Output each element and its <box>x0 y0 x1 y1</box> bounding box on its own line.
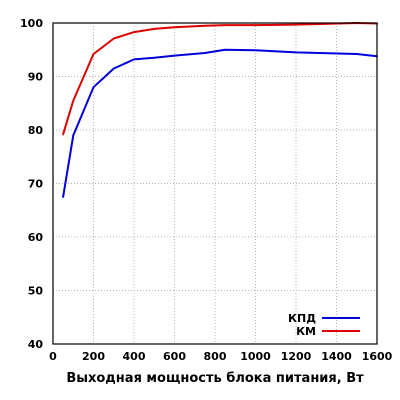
legend-label-2: КМ <box>296 325 316 338</box>
x-tick-label: 1000 <box>240 350 271 363</box>
x-tick-label: 600 <box>163 350 186 363</box>
legend-label-1: КПД <box>288 312 316 325</box>
x-axis-title: Выходная мощность блока питания, Вт <box>66 371 364 386</box>
x-tick-label: 800 <box>204 350 227 363</box>
y-tick-label: 80 <box>28 124 44 137</box>
y-tick-label: 50 <box>28 285 44 298</box>
y-tick-label: 40 <box>28 338 44 351</box>
y-tick-label: 70 <box>28 178 44 191</box>
y-tick-label: 100 <box>20 17 43 30</box>
y-tick-label: 90 <box>28 71 44 84</box>
x-tick-label: 1200 <box>281 350 312 363</box>
grid <box>52 22 378 345</box>
x-tick-label: 1400 <box>321 350 352 363</box>
y-tick-label: 60 <box>28 231 44 244</box>
x-tick-label: 200 <box>82 350 105 363</box>
x-tick-label: 400 <box>123 350 146 363</box>
x-tick-labels: 0 200 400 600 800 1000 1200 1400 1600 <box>49 350 392 363</box>
plot-frame <box>52 22 378 345</box>
series-group <box>62 22 378 198</box>
y-tick-labels: 40 50 60 70 80 90 100 <box>20 17 43 351</box>
series-line-1 <box>62 48 378 198</box>
x-tick-label: 1600 <box>362 350 393 363</box>
series-line-2 <box>62 22 378 136</box>
x-tick-label: 0 <box>49 350 57 363</box>
